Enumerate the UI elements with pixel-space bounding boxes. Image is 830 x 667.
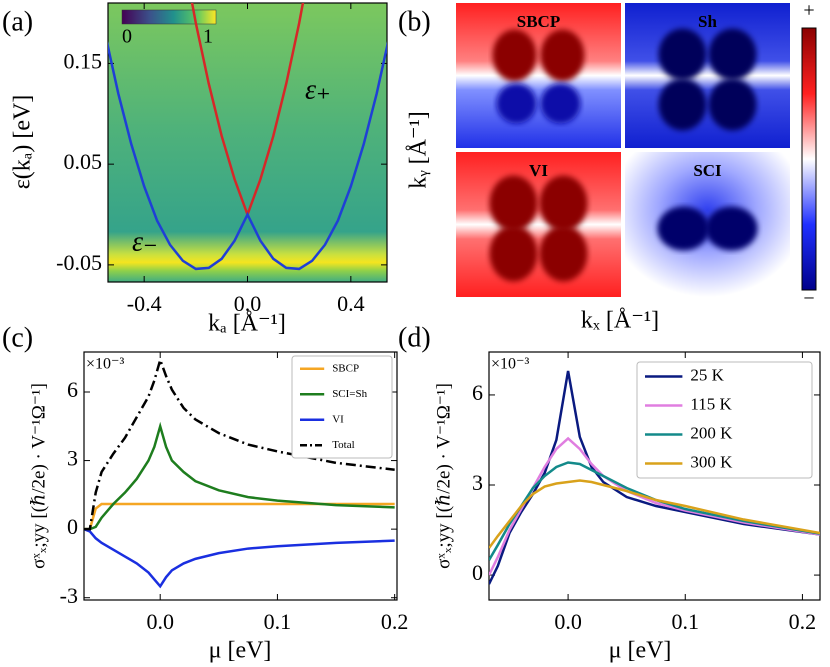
heatmap-lobe <box>658 28 707 81</box>
y-tick-label: -3 <box>60 583 78 608</box>
heatmap-lobe <box>658 78 707 131</box>
panel-label: (c) <box>2 322 33 353</box>
legend-box <box>291 355 393 459</box>
legend-label: 200 K <box>690 423 733 442</box>
heatmap-panel <box>625 3 790 148</box>
heatmap-lobe <box>489 175 538 232</box>
panel-title: Sh <box>698 12 717 31</box>
heatmap-lobe <box>705 206 758 251</box>
plot-background <box>108 3 387 282</box>
heatmap-lobe <box>540 83 581 124</box>
x-tick-label: 0.0 <box>554 609 582 634</box>
heatmap-lobe <box>708 28 757 81</box>
colorbar <box>801 27 817 291</box>
series-line <box>489 479 820 549</box>
series-line <box>84 502 395 531</box>
y-tick-label: 0 <box>472 560 483 585</box>
plot-frame <box>488 351 821 601</box>
heatmap-lobe <box>540 29 585 82</box>
y-tick-label: 6 <box>472 380 483 405</box>
y-tick-label: 0.05 <box>64 149 103 174</box>
heatmap-panel <box>456 152 621 297</box>
colorbar-label: + <box>803 0 814 22</box>
x-axis-label: μ [eV] <box>209 638 272 664</box>
series-line <box>84 421 395 531</box>
heatmap-lobe <box>657 206 710 251</box>
colorbar-label: − <box>803 288 814 310</box>
y-axis-label: ε(kₐ) [eV] <box>10 95 36 190</box>
panel-label: (a) <box>2 6 33 37</box>
colorbar <box>121 9 217 25</box>
y-tick-label: 0.15 <box>64 48 103 73</box>
x-axis-label: kₓ [Å⁻¹] <box>581 308 659 334</box>
panel-label: (b) <box>398 6 431 37</box>
legend-label: 300 K <box>690 452 733 471</box>
legend-label: SBCP <box>332 362 359 374</box>
heatmap-lobe <box>539 225 588 282</box>
y-tick-label: 3 <box>472 470 483 495</box>
heatmap-lobe <box>708 78 757 131</box>
heatmap-lobe <box>492 29 537 82</box>
panel-title: SBCP <box>517 12 560 31</box>
x-tick-label: 0.1 <box>264 609 292 634</box>
legend-label: 25 K <box>690 365 724 384</box>
curve-label: ε₋ <box>132 226 158 257</box>
colorbar-tick-label: 1 <box>203 26 213 48</box>
y-axis-label: kᵧ [Å⁻¹] <box>406 111 432 189</box>
series-line <box>489 436 820 576</box>
panel-title: VI <box>529 161 548 180</box>
colorbar-tick-label: 0 <box>122 26 132 48</box>
x-axis-label: kₐ [Å⁻¹] <box>208 311 286 337</box>
x-tick-label: 0.0 <box>146 609 174 634</box>
y-tick-label: 0 <box>67 514 78 539</box>
series-line <box>108 41 387 271</box>
axis-multiplier: ×10⁻³ <box>86 356 124 373</box>
x-axis-label: μ [eV] <box>609 638 672 664</box>
panel-label: (d) <box>398 322 431 353</box>
y-tick-label: 3 <box>67 446 78 471</box>
y-axis-label: σˣₓ;yy [(ℏ/2e) · V⁻¹Ω⁻¹] <box>433 383 454 569</box>
heatmap-panel <box>456 3 621 148</box>
x-tick-label: 0.4 <box>337 291 365 316</box>
series-line <box>489 370 820 585</box>
x-tick-label: -0.4 <box>127 291 162 316</box>
panel-title: SCI <box>693 161 722 180</box>
x-tick-label: 0.2 <box>789 609 817 634</box>
legend-label: SCI=Sh <box>332 388 367 400</box>
curve-label: ε₊ <box>305 74 331 105</box>
legend-label: VI <box>332 413 344 425</box>
legend-label: Total <box>332 439 354 451</box>
series-line <box>84 527 395 589</box>
x-tick-label: 0.1 <box>672 609 700 634</box>
series-line <box>84 355 395 531</box>
plot-frame <box>83 351 398 601</box>
y-tick-label: 6 <box>67 377 78 402</box>
y-axis-label: σˣₓ;yy [(ℏ/2e) · V⁻¹Ω⁻¹] <box>28 383 49 569</box>
axis-multiplier: ×10⁻³ <box>491 356 529 373</box>
y-tick-label: -0.05 <box>56 250 102 275</box>
legend-box <box>636 361 813 479</box>
heatmap-lobe <box>489 225 538 282</box>
legend-label: 115 K <box>690 394 732 413</box>
heatmap-lobe <box>539 175 588 232</box>
x-tick-label: 0.0 <box>234 291 262 316</box>
heatmap-lobe <box>496 83 537 124</box>
x-tick-label: 0.2 <box>381 609 409 634</box>
